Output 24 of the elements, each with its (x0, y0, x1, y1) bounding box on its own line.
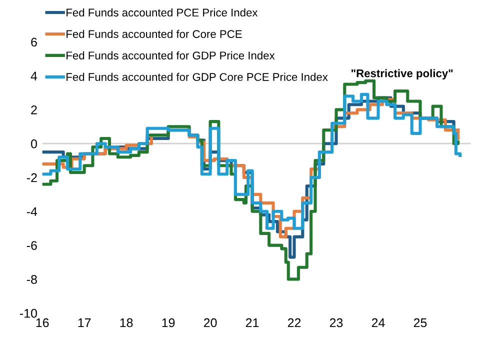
x-tick-label: 17 (78, 318, 91, 328)
legend-label: Fed Funds accounted PCE Price Index (66, 8, 258, 17)
y-tick-label: 0 (31, 139, 37, 148)
x-tick-label: 18 (120, 318, 133, 328)
x-tick-label: 22 (288, 318, 301, 328)
y-tick-label: -4 (26, 207, 38, 216)
y-tick-label: -6 (26, 241, 37, 250)
x-tick-label: 16 (36, 318, 49, 328)
y-tick-label: 4 (30, 72, 38, 80)
x-tick-label: 23 (330, 318, 343, 328)
y-tick-label: 2 (31, 105, 37, 114)
y-tick-label: -10 (20, 308, 37, 318)
x-tick-label: 20 (204, 318, 217, 328)
legend-label: Fed Funds accounted for GDP Core PCE Price Index (66, 72, 328, 81)
y-tick-label: -8 (26, 275, 37, 284)
annotation: "Restrictive policy" (352, 69, 453, 80)
legend-label: Fed Funds accounted for GDP Price Index (66, 51, 275, 60)
y-tick-label: -2 (26, 173, 37, 182)
x-tick-label: 21 (246, 318, 259, 328)
legend-label: Fed Funds accounted for Core PCE (66, 30, 242, 38)
x-tick-label: 19 (162, 318, 175, 328)
x-tick-label: 25 (414, 318, 427, 328)
x-tick-label: 24 (372, 318, 385, 328)
y-tick-label: 6 (31, 38, 37, 47)
